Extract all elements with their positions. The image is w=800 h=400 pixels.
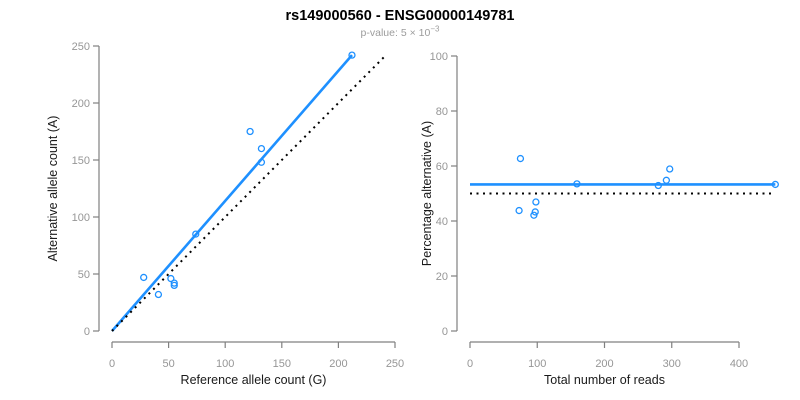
data-point bbox=[257, 144, 266, 153]
y-tick-label: 80 bbox=[436, 106, 448, 118]
data-point bbox=[516, 154, 525, 163]
x-tick-label: 300 bbox=[663, 358, 681, 370]
pvalue-text: p-value: 5 × 10 bbox=[361, 27, 431, 39]
data-point bbox=[666, 165, 674, 173]
data-point bbox=[654, 181, 662, 190]
data-point bbox=[257, 158, 266, 166]
y-tick-label: 100 bbox=[72, 212, 90, 224]
x-tick-label: 250 bbox=[386, 358, 404, 370]
data-point bbox=[140, 273, 148, 282]
y-tick-label: 100 bbox=[430, 51, 448, 63]
y-tick-label: 200 bbox=[72, 98, 90, 110]
y-tick-label: 20 bbox=[436, 271, 448, 283]
identity-line bbox=[111, 54, 387, 332]
y-tick-label: 0 bbox=[84, 326, 90, 338]
x-tick-label: 50 bbox=[162, 358, 174, 370]
x-tick-label: 200 bbox=[595, 358, 613, 370]
data-point bbox=[246, 127, 254, 136]
data-point bbox=[154, 290, 163, 299]
y-tick-label: 60 bbox=[436, 161, 448, 173]
y-tick-label: 0 bbox=[442, 326, 448, 338]
figure-title: rs149000560 - ENSG00000149781 bbox=[286, 8, 515, 24]
x-axis-title: Reference allele count (G) bbox=[181, 373, 327, 387]
x-tick-label: 100 bbox=[216, 358, 234, 370]
y-axis-title: Percentage alternative (A) bbox=[420, 121, 434, 266]
data-point bbox=[170, 281, 178, 290]
x-tick-label: 150 bbox=[273, 358, 291, 370]
x-axis-title: Total number of reads bbox=[544, 373, 665, 387]
y-tick-label: 150 bbox=[72, 155, 90, 167]
x-tick-label: 0 bbox=[109, 358, 115, 370]
data-point bbox=[192, 230, 200, 238]
y-tick-label: 50 bbox=[78, 269, 90, 281]
data-point bbox=[531, 208, 539, 216]
data-point bbox=[348, 51, 356, 59]
data-point bbox=[530, 211, 538, 219]
data-point bbox=[167, 274, 175, 283]
x-tick-label: 100 bbox=[528, 358, 546, 370]
percentage-vs-reads-scatter: 0 20 40 60 80 100 0 100 200 300 400 Total number of… bbox=[420, 51, 779, 387]
data-point bbox=[662, 176, 671, 184]
pvalue-exponent: −3 bbox=[430, 25, 440, 34]
data-point bbox=[771, 180, 779, 189]
x-tick-label: 200 bbox=[329, 358, 347, 370]
data-point bbox=[532, 198, 540, 206]
data-point bbox=[170, 279, 178, 287]
y-tick-label: 250 bbox=[72, 41, 90, 53]
data-point bbox=[515, 206, 523, 215]
x-tick-label: 0 bbox=[467, 358, 473, 370]
x-tick-label: 400 bbox=[730, 358, 748, 370]
y-tick-label: 40 bbox=[436, 216, 448, 228]
figure-subtitle: p-value: 5 × 10−3 bbox=[361, 25, 440, 40]
data-point bbox=[573, 180, 581, 188]
y-axis-title: Alternative allele count (A) bbox=[46, 116, 60, 262]
allele-counts-scatter: 0 50 100 150 200 250 0 50 100 150 200 250 Reference … bbox=[46, 41, 404, 387]
regression-line bbox=[111, 54, 353, 332]
